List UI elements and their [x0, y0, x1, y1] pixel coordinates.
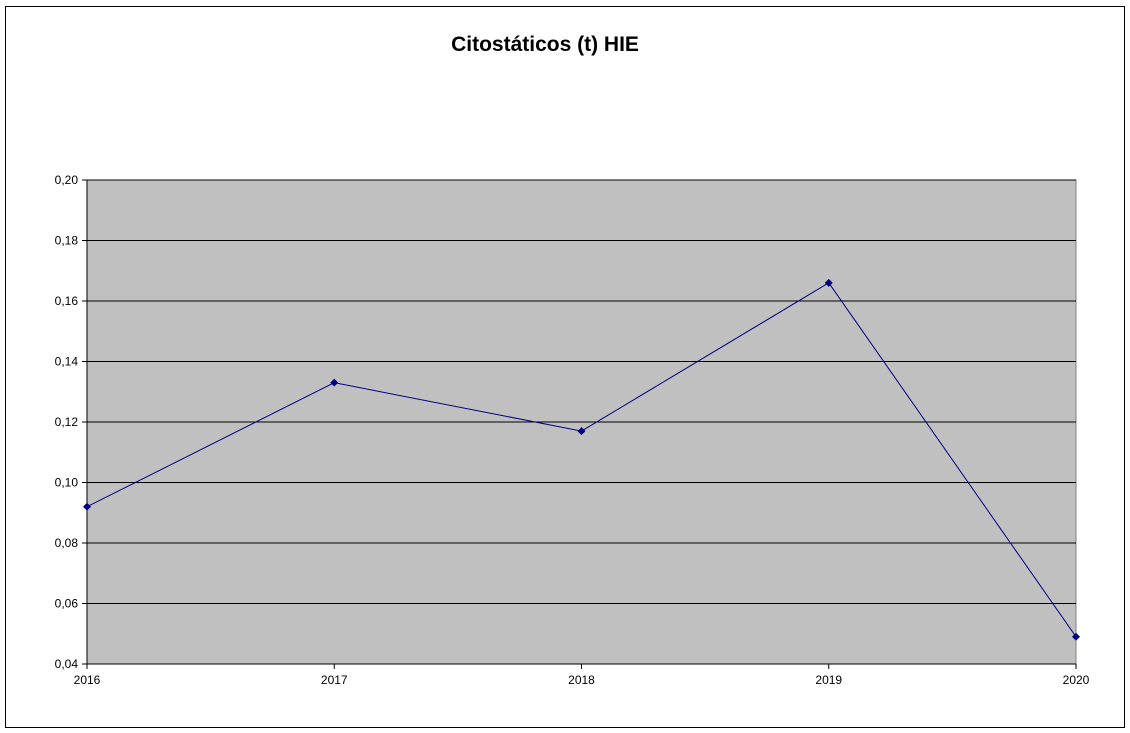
gridlines	[87, 179, 1076, 604]
x-tick-label: 2020	[1063, 673, 1090, 687]
data-point-marker	[330, 378, 339, 387]
y-tick-label: 0,04	[55, 657, 79, 671]
data-point-marker	[577, 427, 586, 436]
data-point-marker	[824, 278, 833, 287]
x-tick-label: 2016	[74, 673, 101, 687]
series-layer	[83, 278, 1080, 641]
y-tick-label: 0,10	[55, 476, 79, 490]
data-point-marker	[83, 502, 91, 511]
y-tick-label: 0,06	[55, 597, 79, 611]
y-tick-label: 0,16	[55, 294, 79, 308]
chart-title: Citostáticos (t) HIE	[451, 33, 639, 56]
y-tick-label: 0,20	[55, 173, 79, 187]
y-tick-label: 0,12	[55, 415, 79, 429]
y-tick-label: 0,08	[55, 536, 79, 550]
data-point-marker	[1072, 632, 1080, 641]
x-axis: 2016 2017 2018 2019 2020	[74, 663, 1090, 687]
x-tick-label: 2018	[568, 673, 595, 687]
y-tick-label: 0,18	[55, 234, 79, 248]
x-tick-label: 2017	[321, 673, 348, 687]
y-axis: 0,04 0,06 0,08 0,10 0,12 0,14 0,16 0,18 0,20	[55, 173, 88, 671]
x-tick-label: 2019	[815, 673, 842, 687]
y-tick-label: 0,14	[55, 355, 79, 369]
